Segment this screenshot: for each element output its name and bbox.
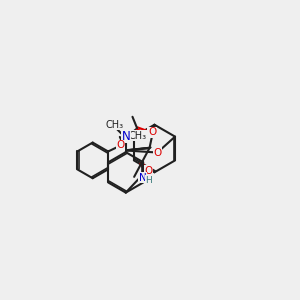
Text: O: O	[148, 128, 156, 137]
Text: CH₃: CH₃	[128, 131, 146, 141]
Text: O: O	[144, 166, 153, 176]
Text: O: O	[116, 140, 124, 150]
Text: H: H	[146, 176, 152, 185]
Text: CH₃: CH₃	[106, 120, 124, 130]
Text: N: N	[139, 173, 147, 183]
Text: N: N	[122, 130, 130, 142]
Text: O: O	[153, 148, 161, 158]
